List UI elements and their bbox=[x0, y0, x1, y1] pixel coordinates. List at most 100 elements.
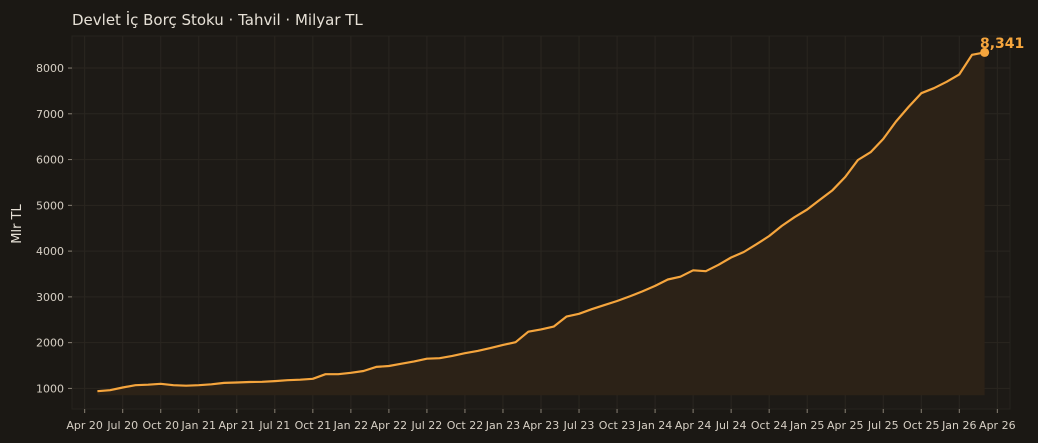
data-point bbox=[514, 341, 516, 343]
data-point bbox=[565, 315, 567, 317]
data-point bbox=[591, 308, 593, 310]
x-tick-label: Apr 20 bbox=[66, 419, 103, 432]
data-point bbox=[96, 390, 98, 392]
data-point bbox=[362, 370, 364, 372]
y-tick-label: 4000 bbox=[36, 245, 64, 258]
x-tick-label: Jan 24 bbox=[637, 419, 672, 432]
y-tick-label: 1000 bbox=[36, 382, 64, 395]
data-point bbox=[122, 386, 124, 388]
data-point bbox=[261, 381, 263, 383]
data-point bbox=[717, 264, 719, 266]
x-tick-label: Jul 21 bbox=[258, 419, 290, 432]
data-point bbox=[109, 389, 111, 391]
last-point-marker bbox=[980, 47, 990, 57]
x-tick-label: Oct 25 bbox=[903, 419, 940, 432]
data-point bbox=[857, 159, 859, 161]
data-point bbox=[476, 350, 478, 352]
chart-title: Devlet İç Borç Stoku · Tahvil · Milyar T… bbox=[72, 10, 363, 29]
data-point bbox=[160, 383, 162, 385]
x-tick-label: Jan 26 bbox=[941, 419, 976, 432]
y-axis-label: Mlr TL bbox=[10, 204, 25, 244]
x-tick-label: Jul 22 bbox=[411, 419, 443, 432]
x-tick-label: Oct 23 bbox=[599, 419, 636, 432]
data-point bbox=[971, 54, 973, 56]
data-point bbox=[489, 347, 491, 349]
x-tick-label: Oct 20 bbox=[142, 419, 179, 432]
data-point bbox=[743, 251, 745, 253]
data-point bbox=[134, 384, 136, 386]
data-point bbox=[236, 381, 238, 383]
y-tick-label: 6000 bbox=[36, 154, 64, 167]
data-point bbox=[945, 81, 947, 83]
y-axis: 1000 2000 3000 4000 5000 6000 7000 8000 bbox=[36, 62, 72, 395]
data-point bbox=[920, 92, 922, 94]
data-point bbox=[400, 363, 402, 365]
data-point bbox=[705, 270, 707, 272]
data-point bbox=[641, 290, 643, 292]
data-point bbox=[438, 357, 440, 359]
data-point bbox=[274, 380, 276, 382]
data-point bbox=[933, 87, 935, 89]
data-point bbox=[806, 208, 808, 210]
data-point bbox=[958, 73, 960, 75]
x-tick-label: Jul 24 bbox=[715, 419, 747, 432]
x-tick-label: Apr 21 bbox=[219, 419, 256, 432]
data-point bbox=[426, 358, 428, 360]
data-point bbox=[527, 331, 529, 333]
x-tick-label: Jan 25 bbox=[789, 419, 824, 432]
y-tick-label: 2000 bbox=[36, 337, 64, 350]
data-point bbox=[882, 138, 884, 140]
x-tick-label: Apr 26 bbox=[979, 419, 1016, 432]
data-point bbox=[223, 382, 225, 384]
data-point bbox=[451, 355, 453, 357]
x-tick-label: Jul 23 bbox=[563, 419, 595, 432]
x-tick-label: Oct 21 bbox=[295, 419, 332, 432]
last-value-label: 8,341 bbox=[980, 36, 1024, 52]
x-tick-label: Oct 22 bbox=[447, 419, 484, 432]
y-tick-label: 8000 bbox=[36, 62, 64, 75]
data-point bbox=[895, 120, 897, 122]
data-point bbox=[286, 379, 288, 381]
data-point bbox=[844, 176, 846, 178]
data-point bbox=[413, 360, 415, 362]
x-tick-label: Apr 24 bbox=[675, 419, 712, 432]
y-tick-label: 7000 bbox=[36, 108, 64, 121]
data-point bbox=[299, 379, 301, 381]
x-tick-label: Jul 20 bbox=[106, 419, 138, 432]
data-point bbox=[768, 235, 770, 237]
data-point bbox=[540, 328, 542, 330]
data-point bbox=[907, 106, 909, 108]
x-tick-label: Apr 22 bbox=[371, 419, 408, 432]
data-point bbox=[654, 285, 656, 287]
series-area bbox=[97, 52, 985, 396]
data-point bbox=[869, 151, 871, 153]
x-tick-label: Apr 23 bbox=[523, 419, 560, 432]
data-point bbox=[185, 385, 187, 387]
data-point bbox=[692, 269, 694, 271]
data-point bbox=[616, 300, 618, 302]
data-point bbox=[730, 256, 732, 258]
x-tick-label: Oct 24 bbox=[751, 419, 788, 432]
data-point bbox=[667, 278, 669, 280]
x-axis: Apr 20 Jul 20 Oct 20 Jan 21 Apr 21 Jul 21 Oct … bbox=[66, 409, 1016, 432]
data-point bbox=[819, 199, 821, 201]
data-point bbox=[603, 304, 605, 306]
data-point bbox=[781, 225, 783, 227]
x-tick-label: Jan 22 bbox=[333, 419, 368, 432]
data-point bbox=[324, 373, 326, 375]
data-point bbox=[337, 373, 339, 375]
x-tick-label: Apr 25 bbox=[827, 419, 864, 432]
data-point bbox=[502, 344, 504, 346]
y-tick-label: 5000 bbox=[36, 199, 64, 212]
data-point bbox=[172, 384, 174, 386]
x-tick-label: Jan 21 bbox=[181, 419, 216, 432]
series-line bbox=[97, 51, 985, 393]
data-point bbox=[248, 381, 250, 383]
data-point bbox=[553, 325, 555, 327]
data-point bbox=[350, 372, 352, 374]
data-point bbox=[147, 384, 149, 386]
data-point bbox=[755, 243, 757, 245]
data-point bbox=[831, 189, 833, 191]
data-point bbox=[388, 365, 390, 367]
